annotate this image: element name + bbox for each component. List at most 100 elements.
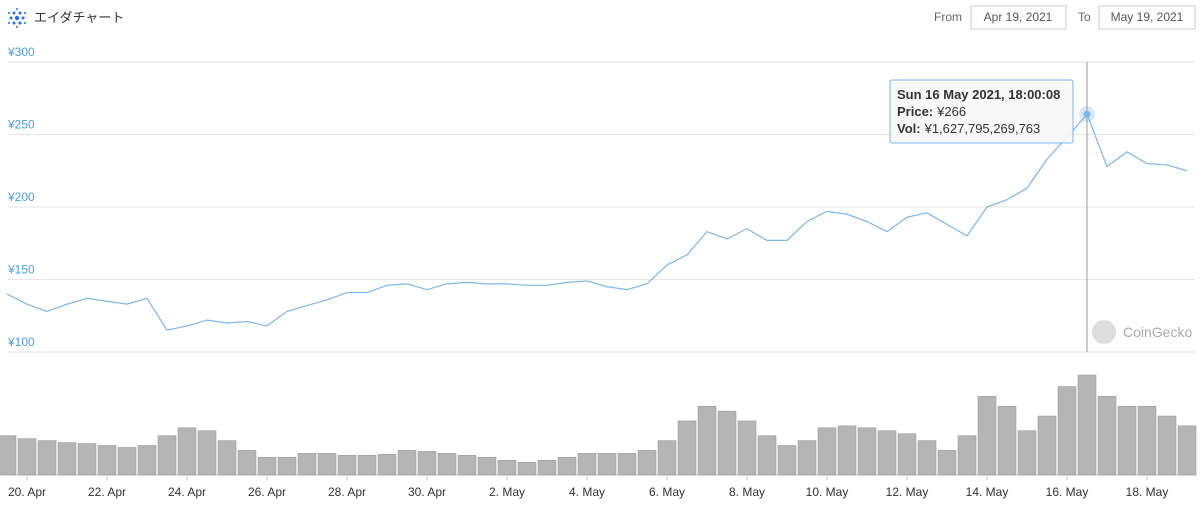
volume-bar xyxy=(1017,430,1037,476)
watermark: CoinGecko xyxy=(1123,324,1192,340)
volume-bar xyxy=(1097,396,1117,476)
y-tick-label: ¥100 xyxy=(7,335,35,349)
x-tick-label: 6. May xyxy=(649,485,685,499)
tooltip-label: Price: xyxy=(897,104,933,119)
x-tick-label: 14. May xyxy=(966,485,1009,499)
volume-bar xyxy=(497,460,517,476)
x-tick-label: 26. Apr xyxy=(248,485,286,499)
from-input[interactable] xyxy=(970,5,1067,30)
tooltip-label: Vol: xyxy=(897,121,921,136)
volume-bar xyxy=(377,454,397,476)
volume-bar xyxy=(717,410,737,476)
volume-bar xyxy=(1057,386,1077,476)
y-tick-label: ¥150 xyxy=(7,263,35,277)
volume-bar xyxy=(437,453,457,476)
volume-bar xyxy=(237,450,257,476)
volume-bar xyxy=(757,435,777,476)
x-tick-label: 4. May xyxy=(569,485,605,499)
volume-bar xyxy=(457,455,477,476)
volume-bar xyxy=(277,457,297,476)
logo xyxy=(8,8,26,28)
volume-bar xyxy=(677,420,697,476)
volume-bar xyxy=(37,440,57,476)
volume-bar xyxy=(917,440,937,476)
volume-bar xyxy=(697,405,717,476)
volume-bar xyxy=(837,425,857,476)
volume-bar xyxy=(997,405,1017,476)
volume-bar xyxy=(637,450,657,476)
volume-bar xyxy=(777,445,797,476)
volume-bar xyxy=(1117,405,1137,476)
volume-bar xyxy=(97,445,117,476)
x-tick-label: 24. Apr xyxy=(168,485,206,499)
title: エイダチャート xyxy=(34,10,124,25)
volume-bar xyxy=(1157,415,1177,476)
volume-bar xyxy=(337,455,357,476)
volume-bar xyxy=(557,457,577,476)
x-tick-label: 22. Apr xyxy=(88,485,126,499)
volume-bar xyxy=(897,433,917,476)
volume-bar xyxy=(857,427,877,476)
x-tick-label: 20. Apr xyxy=(8,485,46,499)
x-tick-label: 18. May xyxy=(1126,485,1169,499)
tooltip-box xyxy=(889,79,1074,144)
volume-bar xyxy=(1137,405,1157,476)
tooltip-row: Vol: ¥1,627,795,269,763 xyxy=(897,121,1040,136)
volume-bar xyxy=(797,440,817,476)
volume-bar xyxy=(417,451,437,476)
tooltip-value: ¥266 xyxy=(936,104,966,119)
tooltip-title: Sun 16 May 2021, 18:00:08 xyxy=(897,87,1060,102)
y-tick-label: ¥200 xyxy=(7,190,35,204)
y-tick-label: ¥250 xyxy=(7,118,35,132)
volume-bar xyxy=(1037,415,1057,476)
x-tick-label: 16. May xyxy=(1046,485,1089,499)
volume-bar xyxy=(357,455,377,476)
volume-bar xyxy=(57,442,77,476)
volume-bar xyxy=(577,453,597,476)
volume-bar xyxy=(517,461,537,476)
from-label: From xyxy=(934,10,962,24)
to-input[interactable] xyxy=(1098,5,1196,30)
volume-bar xyxy=(217,440,237,476)
volume-bar xyxy=(817,427,837,476)
volume-bar xyxy=(77,443,97,476)
watermark-logo xyxy=(1092,320,1116,344)
volume-bar xyxy=(937,450,957,476)
volume-bar xyxy=(17,438,37,476)
x-tick-label: 28. Apr xyxy=(328,485,366,499)
volume-bar xyxy=(177,427,197,476)
volume-bar xyxy=(117,447,137,476)
volume-bar xyxy=(0,435,17,476)
volume-bar xyxy=(737,420,757,476)
volume-bar xyxy=(317,453,337,476)
tooltip-value: ¥1,627,795,269,763 xyxy=(924,121,1041,136)
volume-bar xyxy=(1177,425,1197,476)
volume-bar xyxy=(877,430,897,476)
volume-bar xyxy=(597,453,617,476)
from-date: Apr 19, 2021 xyxy=(984,10,1053,24)
y-tick-label: ¥300 xyxy=(7,45,35,59)
volume-bar xyxy=(197,430,217,476)
x-tick-label: 2. May xyxy=(489,485,525,499)
volume-bar xyxy=(477,457,497,476)
volume-bar xyxy=(977,396,997,476)
volume-bar xyxy=(157,435,177,476)
volume-bar xyxy=(297,453,317,476)
x-tick-label: 8. May xyxy=(729,485,765,499)
to-date: May 19, 2021 xyxy=(1111,10,1184,24)
volume-bar xyxy=(617,453,637,476)
x-tick-label: 10. May xyxy=(806,485,849,499)
x-tick-label: 30. Apr xyxy=(408,485,446,499)
hover-point-core xyxy=(1083,110,1091,118)
tooltip-row: Price: ¥266 xyxy=(897,104,966,119)
x-tick-label: 12. May xyxy=(886,485,929,499)
volume-bar xyxy=(397,450,417,476)
volume-bar xyxy=(957,435,977,476)
to-label: To xyxy=(1078,10,1091,24)
volume-bar xyxy=(1077,374,1097,476)
price-line xyxy=(6,113,1188,331)
volume-bar xyxy=(137,445,157,476)
volume-bar xyxy=(537,460,557,476)
volume-bar xyxy=(257,457,277,476)
